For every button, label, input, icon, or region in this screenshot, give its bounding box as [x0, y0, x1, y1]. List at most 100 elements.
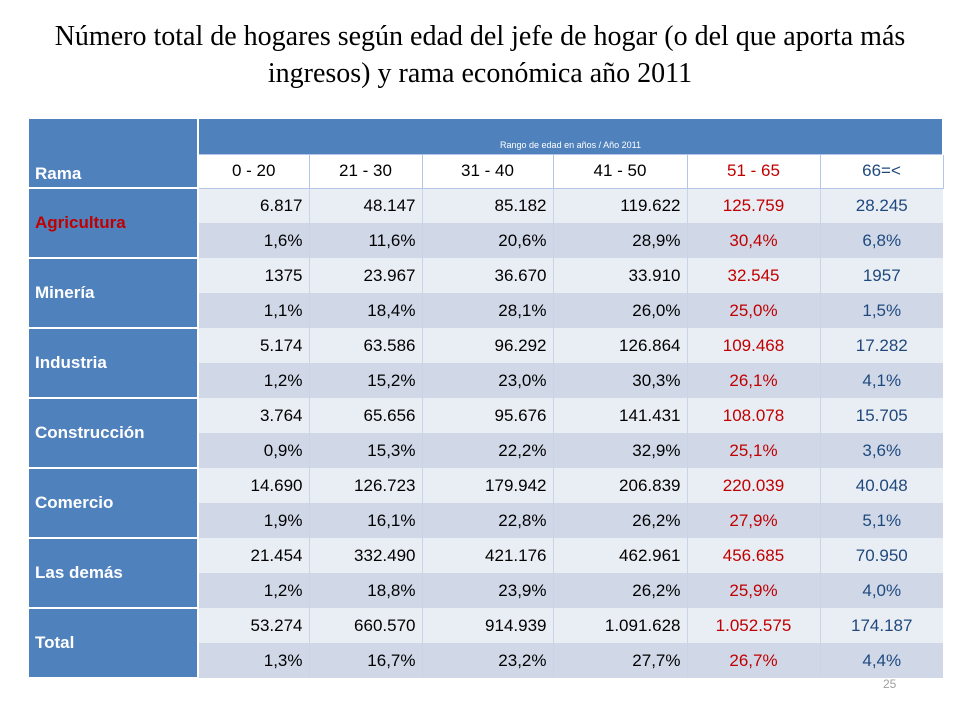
value-cell: 28.245: [819, 188, 943, 223]
value-cell: 179.942: [421, 468, 553, 503]
value-cell: 109.468: [686, 328, 820, 363]
value-cell: 3.764: [197, 398, 309, 433]
percent-cell: 5,1%: [819, 503, 943, 538]
value-cell: 421.176: [421, 538, 553, 573]
percent-cell: 28,9%: [552, 223, 687, 258]
value-cell: 53.274: [197, 608, 309, 643]
column-header: 66=<: [819, 153, 944, 189]
percent-cell: 16,1%: [308, 503, 422, 538]
percent-cell: 23,0%: [421, 363, 553, 398]
table-row-percent: 1,1% 18,4% 28,1% 26,0% 25,0% 1,5%: [28, 293, 943, 328]
value-cell: 48.147: [308, 188, 422, 223]
value-cell: 660.570: [308, 608, 422, 643]
percent-cell: 18,8%: [308, 573, 422, 608]
value-cell: 462.961: [552, 538, 687, 573]
rama-label: Comercio: [27, 467, 199, 539]
percent-cell: 1,6%: [197, 223, 309, 258]
percent-cell: 22,8%: [421, 503, 553, 538]
percent-cell: 30,4%: [686, 223, 820, 258]
table-row-percent: 1,2% 15,2% 23,0% 30,3% 26,1% 4,1%: [28, 363, 943, 398]
value-cell: 95.676: [421, 398, 553, 433]
value-cell: 23.967: [308, 258, 422, 293]
percent-cell: 26,7%: [686, 643, 820, 678]
value-cell: 14.690: [197, 468, 309, 503]
value-cell: 32.545: [686, 258, 820, 293]
value-cell: 174.187: [819, 608, 943, 643]
percent-cell: 18,4%: [308, 293, 422, 328]
percent-cell: 26,0%: [552, 293, 687, 328]
table-row: Total 53.274 660.570 914.939 1.091.628 1.052.…: [27, 607, 943, 679]
value-cell: 1375: [197, 258, 309, 293]
table-row-percent: 1,3% 16,7% 23,2% 27,7% 26,7% 4,4%: [28, 643, 943, 678]
percent-cell: 1,2%: [197, 573, 309, 608]
percent-cell: 1,5%: [819, 293, 943, 328]
rama-label: Las demás: [27, 537, 199, 609]
value-cell: 17.282: [819, 328, 943, 363]
slide-title: Número total de hogares según edad del j…: [54, 21, 906, 89]
rama-label: Minería: [27, 257, 199, 329]
percent-cell: 27,7%: [552, 643, 687, 678]
value-cell: 21.454: [197, 538, 309, 573]
percent-cell: 26,2%: [552, 503, 687, 538]
percent-cell: 23,2%: [421, 643, 553, 678]
rama-label: Agricultura: [27, 187, 199, 259]
percent-cell: 27,9%: [686, 503, 820, 538]
value-cell: 15.705: [819, 398, 943, 433]
value-cell: 125.759: [686, 188, 820, 223]
table-row: Industria 5.174 63.586 96.292 126.864 109.468…: [27, 327, 943, 399]
page-number: 25: [883, 677, 897, 691]
value-cell: 96.292: [421, 328, 553, 363]
percent-cell: 11,6%: [308, 223, 422, 258]
table-row: Minería 1375 23.967 36.670 33.910 32.545 1957: [27, 257, 943, 329]
rama-label: Industria: [27, 327, 199, 399]
percent-cell: 1,3%: [197, 643, 309, 678]
value-cell: 1.091.628: [552, 608, 687, 643]
column-header: 51 - 65: [686, 153, 821, 189]
age-columns-row: 0 - 20 21 - 30 31 - 40 41 - 50 51 - 65 6…: [28, 153, 944, 189]
percent-cell: 20,6%: [421, 223, 553, 258]
percent-cell: 6,8%: [819, 223, 943, 258]
table-row: Comercio 14.690 126.723 179.942 206.839 220.0…: [27, 467, 943, 539]
table-row: Las demás 21.454 332.490 421.176 462.961 456.…: [27, 537, 943, 609]
percent-cell: 26,2%: [552, 573, 687, 608]
percent-cell: 4,0%: [819, 573, 943, 608]
value-cell: 33.910: [552, 258, 687, 293]
value-cell: 914.939: [421, 608, 553, 643]
table-row-percent: 1,2% 18,8% 23,9% 26,2% 25,9% 4,0%: [28, 573, 943, 608]
percent-cell: 1,9%: [197, 503, 309, 538]
value-cell: 206.839: [552, 468, 687, 503]
percent-cell: 30,3%: [552, 363, 687, 398]
value-cell: 456.685: [686, 538, 820, 573]
column-header: 41 - 50: [552, 153, 688, 189]
value-cell: 65.656: [308, 398, 422, 433]
percent-cell: 32,9%: [552, 433, 687, 468]
value-cell: 119.622: [552, 188, 687, 223]
table-row-percent: 1,6% 11,6% 20,6% 28,9% 30,4% 6,8%: [28, 223, 943, 258]
percent-cell: 0,9%: [197, 433, 309, 468]
value-cell: 126.864: [552, 328, 687, 363]
value-cell: 5.174: [197, 328, 309, 363]
table-row-percent: 0,9% 15,3% 22,2% 32,9% 25,1% 3,6%: [28, 433, 943, 468]
column-header: 31 - 40: [421, 153, 554, 189]
value-cell: 220.039: [686, 468, 820, 503]
percent-cell: 3,6%: [819, 433, 943, 468]
percent-cell: 16,7%: [308, 643, 422, 678]
percent-cell: 22,2%: [421, 433, 553, 468]
value-cell: 6.817: [197, 188, 309, 223]
households-table: Rama Rango de edad en años / Año 2011 0 …: [27, 117, 944, 679]
value-cell: 141.431: [552, 398, 687, 433]
percent-cell: 1,2%: [197, 363, 309, 398]
table-row-percent: 1,9% 16,1% 22,8% 26,2% 27,9% 5,1%: [28, 503, 943, 538]
percent-cell: 15,2%: [308, 363, 422, 398]
rama-header: Rama: [27, 117, 199, 189]
rama-label: Total: [27, 607, 199, 679]
value-cell: 85.182: [421, 188, 553, 223]
value-cell: 1957: [819, 258, 943, 293]
column-header: 21 - 30: [308, 153, 423, 189]
percent-cell: 4,4%: [819, 643, 943, 678]
value-cell: 126.723: [308, 468, 422, 503]
percent-cell: 28,1%: [421, 293, 553, 328]
percent-cell: 23,9%: [421, 573, 553, 608]
table-row: Agricultura 6.817 48.147 85.182 119.622 125.7…: [27, 187, 943, 259]
percent-cell: 25,0%: [686, 293, 820, 328]
